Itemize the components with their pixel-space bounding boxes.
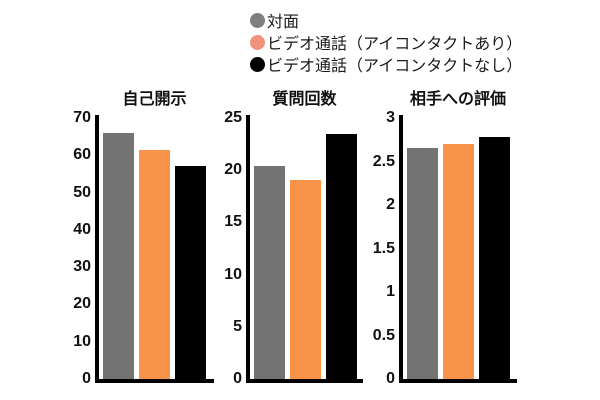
y-tick-label: 1.5 bbox=[372, 239, 395, 257]
y-tick-label: 30 bbox=[73, 258, 91, 276]
chart-self-disclosure: 自己開示 0 10 20 30 40 50 60 70 bbox=[55, 85, 214, 387]
y-tick-label: 25 bbox=[224, 109, 242, 126]
x-axis-line bbox=[399, 379, 517, 383]
y-axis-line bbox=[399, 115, 403, 383]
y-tick-label: 5 bbox=[233, 317, 242, 335]
legend-marker-video-no-eye-contact-icon bbox=[250, 56, 265, 72]
plot-area-self-disclosure bbox=[95, 118, 214, 379]
legend-label-face-to-face: 対面 bbox=[267, 14, 300, 31]
bar-face-to-face bbox=[407, 147, 438, 379]
chart-partner-evaluation: 相手への評価 0 0.5 1 1.5 2 2.5 3 bbox=[359, 85, 517, 387]
y-tick-label: 0 bbox=[82, 370, 91, 387]
y-tick-label: 70 bbox=[73, 109, 91, 126]
y-tick-label: 20 bbox=[224, 161, 242, 179]
legend-item-video-no-eye-contact: ビデオ通話（アイコンタクトなし） bbox=[250, 53, 522, 75]
y-tick-label: 0 bbox=[386, 370, 395, 387]
legend: 対面 ビデオ通話（アイコンタクトあり） ビデオ通話（アイコンタクトなし） bbox=[250, 9, 522, 75]
bar-video-eye-contact bbox=[290, 179, 321, 379]
y-tick-label: 0.5 bbox=[372, 326, 395, 344]
legend-item-face-to-face: 対面 bbox=[250, 9, 522, 31]
legend-item-video-eye-contact: ビデオ通話（アイコンタクトあり） bbox=[250, 31, 522, 53]
y-tick-label: 60 bbox=[73, 146, 91, 164]
y-axis-line bbox=[95, 115, 99, 383]
legend-marker-face-to-face-icon bbox=[250, 12, 265, 28]
plot-area-question-count bbox=[246, 118, 363, 379]
y-tick-label: 2 bbox=[386, 196, 395, 213]
chart-question-count: 質問回数 0 5 10 15 20 25 bbox=[206, 85, 363, 387]
bar-face-to-face bbox=[103, 132, 134, 379]
legend-label-video-eye-contact: ビデオ通話（アイコンタクトあり） bbox=[267, 36, 523, 53]
plot-area-partner-evaluation bbox=[399, 118, 517, 379]
y-tick-label: 40 bbox=[73, 220, 91, 238]
y-tick-label: 15 bbox=[224, 213, 242, 231]
bar-face-to-face bbox=[254, 166, 285, 379]
y-tick-label: 10 bbox=[73, 332, 91, 350]
bar-video-no-eye-contact bbox=[326, 133, 357, 379]
bar-video-no-eye-contact bbox=[175, 166, 206, 379]
bar-video-eye-contact bbox=[443, 144, 474, 379]
bar-video-no-eye-contact bbox=[479, 137, 510, 379]
legend-marker-video-eye-contact-icon bbox=[250, 34, 265, 50]
y-tick-label: 20 bbox=[73, 295, 91, 313]
chart-title-question-count: 質問回数 bbox=[272, 91, 337, 108]
y-tick-label: 0 bbox=[233, 370, 242, 387]
x-axis-line bbox=[95, 379, 214, 383]
x-axis-line bbox=[246, 379, 363, 383]
bar-video-eye-contact bbox=[139, 149, 170, 379]
chart-title-partner-evaluation: 相手への評価 bbox=[409, 91, 506, 108]
y-axis-line bbox=[246, 115, 250, 383]
chart-title-self-disclosure: 自己開示 bbox=[122, 91, 187, 108]
y-tick-label: 10 bbox=[224, 265, 242, 283]
y-tick-label: 2.5 bbox=[372, 152, 395, 170]
legend-label-video-no-eye-contact: ビデオ通話（アイコンタクトなし） bbox=[267, 58, 523, 75]
y-tick-label: 50 bbox=[73, 183, 91, 201]
y-tick-label: 1 bbox=[386, 283, 395, 300]
y-tick-label: 3 bbox=[386, 109, 395, 126]
